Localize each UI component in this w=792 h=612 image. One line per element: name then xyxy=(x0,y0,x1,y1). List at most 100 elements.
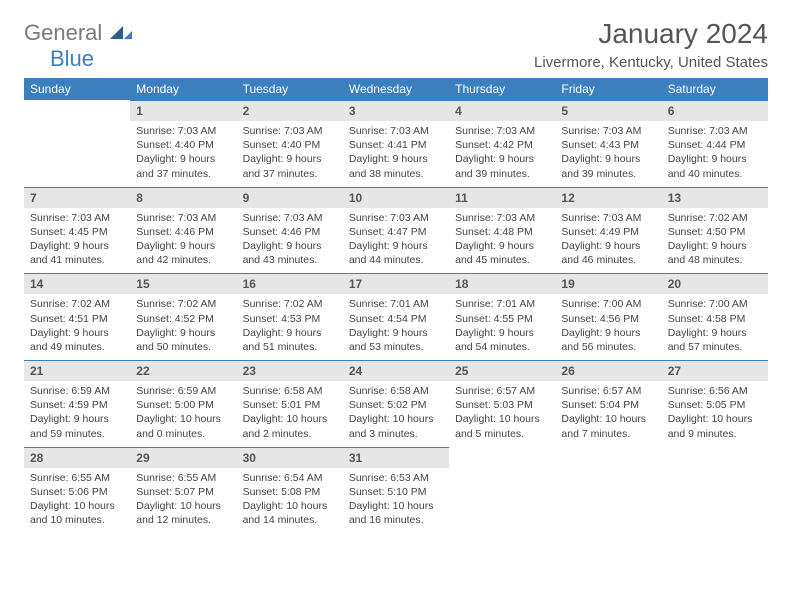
day-details: Sunrise: 7:02 AMSunset: 4:52 PMDaylight:… xyxy=(130,294,236,360)
detail-line: Sunrise: 7:03 AM xyxy=(668,124,762,138)
detail-line: Daylight: 10 hours and 9 minutes. xyxy=(668,412,762,440)
detail-line: Sunset: 5:07 PM xyxy=(136,485,230,499)
detail-line: Sunrise: 7:03 AM xyxy=(136,211,230,225)
detail-line: Sunrise: 6:53 AM xyxy=(349,471,443,485)
day-details: Sunrise: 7:03 AMSunset: 4:41 PMDaylight:… xyxy=(343,121,449,187)
detail-line: Daylight: 9 hours and 57 minutes. xyxy=(668,326,762,354)
detail-line: Daylight: 10 hours and 14 minutes. xyxy=(243,499,337,527)
calendar-cell: 23Sunrise: 6:58 AMSunset: 5:01 PMDayligh… xyxy=(237,360,343,447)
calendar-cell: 20Sunrise: 7:00 AMSunset: 4:58 PMDayligh… xyxy=(662,273,768,360)
dayname-sunday: Sunday xyxy=(24,78,130,100)
detail-line: Sunset: 5:03 PM xyxy=(455,398,549,412)
day-number: 15 xyxy=(130,273,236,294)
detail-line: Daylight: 9 hours and 41 minutes. xyxy=(30,239,124,267)
detail-line: Daylight: 9 hours and 43 minutes. xyxy=(243,239,337,267)
calendar-cell: 6Sunrise: 7:03 AMSunset: 4:44 PMDaylight… xyxy=(662,100,768,187)
detail-line: Sunrise: 6:57 AM xyxy=(455,384,549,398)
location: Livermore, Kentucky, United States xyxy=(534,54,768,71)
day-details: Sunrise: 6:58 AMSunset: 5:01 PMDaylight:… xyxy=(237,381,343,447)
day-number: 4 xyxy=(449,100,555,121)
detail-line: Sunset: 5:04 PM xyxy=(561,398,655,412)
day-details: Sunrise: 6:53 AMSunset: 5:10 PMDaylight:… xyxy=(343,468,449,534)
detail-line: Sunrise: 6:55 AM xyxy=(30,471,124,485)
detail-line: Daylight: 10 hours and 10 minutes. xyxy=(30,499,124,527)
day-details: Sunrise: 6:56 AMSunset: 5:05 PMDaylight:… xyxy=(662,381,768,447)
calendar-cell xyxy=(662,447,768,534)
day-number: 11 xyxy=(449,187,555,208)
detail-line: Daylight: 9 hours and 39 minutes. xyxy=(561,152,655,180)
detail-line: Sunrise: 7:03 AM xyxy=(136,124,230,138)
calendar-cell: 4Sunrise: 7:03 AMSunset: 4:42 PMDaylight… xyxy=(449,100,555,187)
detail-line: Daylight: 10 hours and 2 minutes. xyxy=(243,412,337,440)
calendar-cell: 11Sunrise: 7:03 AMSunset: 4:48 PMDayligh… xyxy=(449,187,555,274)
day-number: 25 xyxy=(449,360,555,381)
detail-line: Daylight: 10 hours and 7 minutes. xyxy=(561,412,655,440)
detail-line: Sunrise: 7:02 AM xyxy=(668,211,762,225)
day-number: 30 xyxy=(237,447,343,468)
detail-line: Daylight: 9 hours and 46 minutes. xyxy=(561,239,655,267)
detail-line: Daylight: 9 hours and 38 minutes. xyxy=(349,152,443,180)
detail-line: Daylight: 9 hours and 51 minutes. xyxy=(243,326,337,354)
calendar-cell: 10Sunrise: 7:03 AMSunset: 4:47 PMDayligh… xyxy=(343,187,449,274)
calendar-cell: 14Sunrise: 7:02 AMSunset: 4:51 PMDayligh… xyxy=(24,273,130,360)
detail-line: Sunset: 4:40 PM xyxy=(243,138,337,152)
table-row: 21Sunrise: 6:59 AMSunset: 4:59 PMDayligh… xyxy=(24,360,768,447)
detail-line: Sunrise: 6:56 AM xyxy=(668,384,762,398)
day-number: 24 xyxy=(343,360,449,381)
detail-line: Sunset: 4:43 PM xyxy=(561,138,655,152)
header: General Blue January 2024 Livermore, Ken… xyxy=(24,18,768,72)
detail-line: Daylight: 10 hours and 0 minutes. xyxy=(136,412,230,440)
dayname-wednesday: Wednesday xyxy=(343,78,449,100)
day-number: 14 xyxy=(24,273,130,294)
detail-line: Daylight: 10 hours and 5 minutes. xyxy=(455,412,549,440)
day-details: Sunrise: 7:02 AMSunset: 4:53 PMDaylight:… xyxy=(237,294,343,360)
dayname-thursday: Thursday xyxy=(449,78,555,100)
day-details: Sunrise: 7:03 AMSunset: 4:49 PMDaylight:… xyxy=(555,208,661,274)
detail-line: Sunrise: 7:03 AM xyxy=(455,211,549,225)
day-details: Sunrise: 6:58 AMSunset: 5:02 PMDaylight:… xyxy=(343,381,449,447)
detail-line: Sunrise: 7:02 AM xyxy=(30,297,124,311)
detail-line: Daylight: 9 hours and 53 minutes. xyxy=(349,326,443,354)
detail-line: Sunset: 4:59 PM xyxy=(30,398,124,412)
detail-line: Sunrise: 6:55 AM xyxy=(136,471,230,485)
calendar-cell xyxy=(449,447,555,534)
day-number: 26 xyxy=(555,360,661,381)
calendar-cell: 8Sunrise: 7:03 AMSunset: 4:46 PMDaylight… xyxy=(130,187,236,274)
detail-line: Sunset: 5:10 PM xyxy=(349,485,443,499)
day-number: 10 xyxy=(343,187,449,208)
title-block: January 2024 Livermore, Kentucky, United… xyxy=(534,18,768,71)
calendar-body: 1Sunrise: 7:03 AMSunset: 4:40 PMDaylight… xyxy=(24,100,768,533)
day-number: 27 xyxy=(662,360,768,381)
day-number: 20 xyxy=(662,273,768,294)
day-details: Sunrise: 7:02 AMSunset: 4:50 PMDaylight:… xyxy=(662,208,768,274)
day-number: 21 xyxy=(24,360,130,381)
detail-line: Sunrise: 6:57 AM xyxy=(561,384,655,398)
logo-word-2: Blue xyxy=(50,46,94,71)
detail-line: Sunset: 4:44 PM xyxy=(668,138,762,152)
detail-line: Daylight: 9 hours and 42 minutes. xyxy=(136,239,230,267)
detail-line: Sunrise: 6:58 AM xyxy=(349,384,443,398)
table-row: 28Sunrise: 6:55 AMSunset: 5:06 PMDayligh… xyxy=(24,447,768,534)
day-details: Sunrise: 7:01 AMSunset: 4:54 PMDaylight:… xyxy=(343,294,449,360)
table-row: 1Sunrise: 7:03 AMSunset: 4:40 PMDaylight… xyxy=(24,100,768,187)
detail-line: Sunrise: 7:03 AM xyxy=(243,211,337,225)
day-details: Sunrise: 7:00 AMSunset: 4:56 PMDaylight:… xyxy=(555,294,661,360)
detail-line: Sunset: 4:53 PM xyxy=(243,312,337,326)
day-number: 23 xyxy=(237,360,343,381)
detail-line: Daylight: 9 hours and 59 minutes. xyxy=(30,412,124,440)
day-number: 7 xyxy=(24,187,130,208)
detail-line: Sunrise: 7:00 AM xyxy=(561,297,655,311)
day-number: 3 xyxy=(343,100,449,121)
detail-line: Daylight: 9 hours and 37 minutes. xyxy=(243,152,337,180)
detail-line: Sunset: 4:47 PM xyxy=(349,225,443,239)
detail-line: Sunrise: 6:54 AM xyxy=(243,471,337,485)
detail-line: Daylight: 10 hours and 12 minutes. xyxy=(136,499,230,527)
day-details: Sunrise: 7:03 AMSunset: 4:46 PMDaylight:… xyxy=(130,208,236,274)
day-number: 31 xyxy=(343,447,449,468)
detail-line: Daylight: 10 hours and 16 minutes. xyxy=(349,499,443,527)
detail-line: Sunrise: 7:03 AM xyxy=(243,124,337,138)
day-number: 22 xyxy=(130,360,236,381)
day-details: Sunrise: 7:03 AMSunset: 4:42 PMDaylight:… xyxy=(449,121,555,187)
detail-line: Sunset: 5:02 PM xyxy=(349,398,443,412)
detail-line: Sunset: 4:40 PM xyxy=(136,138,230,152)
